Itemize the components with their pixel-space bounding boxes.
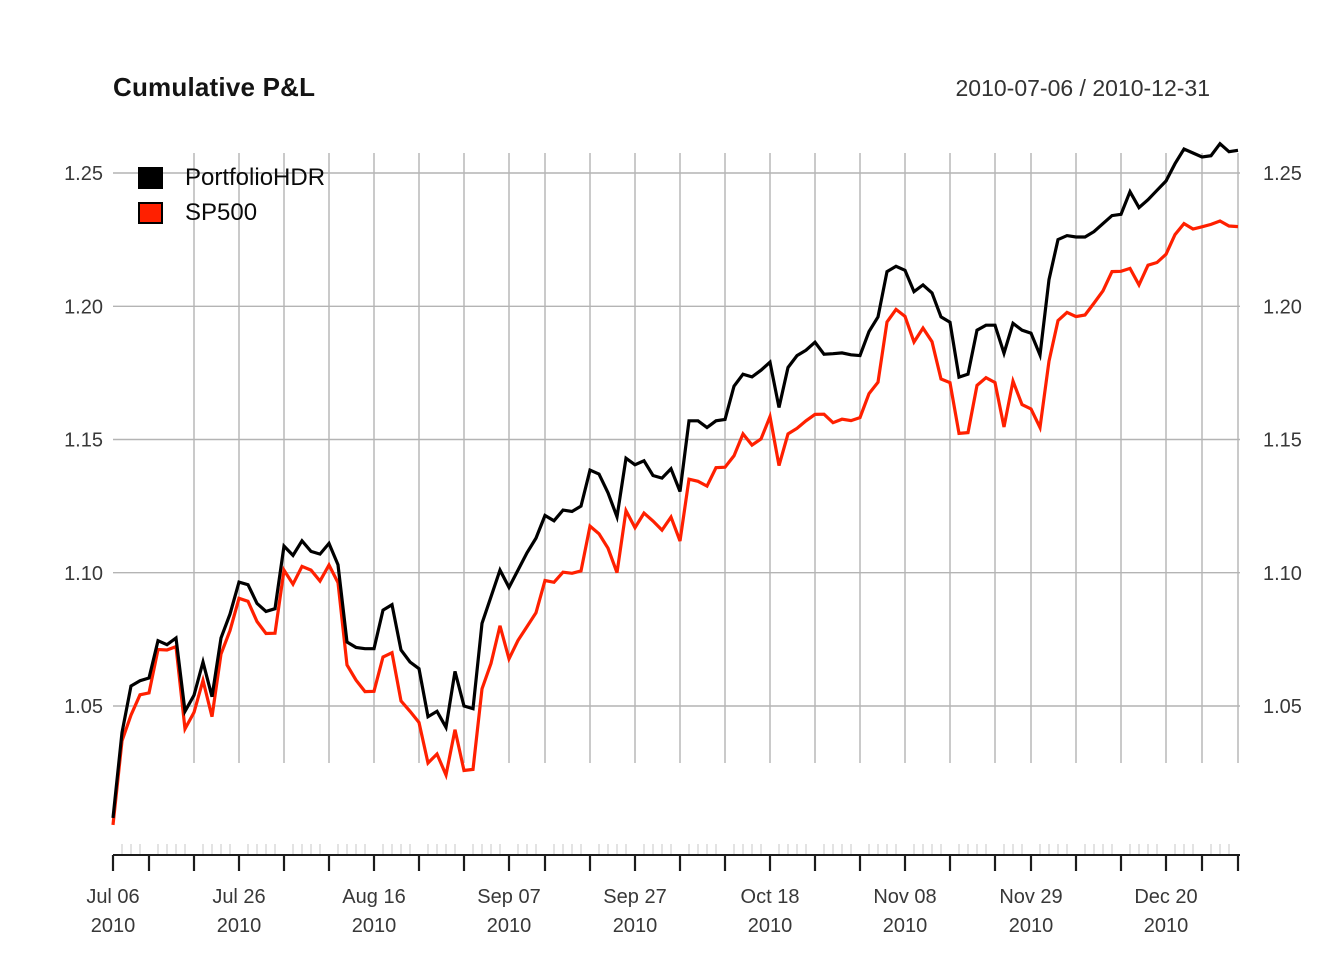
date-range-label: 2010-07-06 / 2010-12-31 <box>955 75 1210 101</box>
y-axis-label-left: 1.20 <box>64 296 103 318</box>
series-lines <box>111 141 1239 826</box>
y-axis-label-left: 1.05 <box>64 696 103 718</box>
x-axis-label: Oct 18 2010 <box>741 886 800 937</box>
portfoliohdr-legend-label: PortfolioHDR <box>185 164 326 191</box>
y-axis-label-left: 1.10 <box>64 563 103 585</box>
y-axis-label-right: 1.15 <box>1263 430 1302 452</box>
y-axis-label-right: 1.05 <box>1263 696 1302 718</box>
x-axis-label: Nov 08 2010 <box>873 886 936 937</box>
y-axis-labels: 1.05 1.05 1.10 1.10 1.15 1.15 1.20 1.20 1.25 1.25 <box>64 163 1302 718</box>
gridlines <box>113 153 1240 763</box>
legend-item-portfoliohdr: PortfolioHDR <box>138 164 326 191</box>
sp500-legend-label: SP500 <box>185 199 258 226</box>
x-axis: Jul 06 2010 Jul 26 2010 Aug 16 2010 Sep 07 2010… <box>86 844 1240 937</box>
x-axis-label: Jul 26 2010 <box>212 886 265 937</box>
y-axis-label-left: 1.25 <box>64 163 103 185</box>
y-axis-label-right: 1.10 <box>1263 563 1302 585</box>
sp500-line-series <box>111 219 1239 826</box>
x-axis-label: Sep 07 2010 <box>477 886 540 937</box>
y-axis-label-right: 1.20 <box>1263 296 1302 318</box>
legend-item-sp500: SP500 <box>138 199 325 226</box>
x-axis-label: Nov 29 2010 <box>999 886 1062 937</box>
chart-title: Cumulative P&L <box>113 72 316 102</box>
portfoliohdr-swatch-icon <box>138 167 163 189</box>
sp500-swatch-icon <box>138 202 163 224</box>
x-axis-label: Sep 27 2010 <box>603 886 666 937</box>
y-axis-label-right: 1.25 <box>1263 163 1302 185</box>
portfoliohdr-line-series <box>111 141 1239 819</box>
legend: PortfolioHDR SP500 <box>138 164 326 226</box>
y-axis-label-left: 1.15 <box>64 430 103 452</box>
x-axis-label: Jul 06 2010 <box>86 886 139 937</box>
x-axis-label: Aug 16 2010 <box>342 886 405 937</box>
x-axis-label: Dec 20 2010 <box>1134 886 1197 937</box>
